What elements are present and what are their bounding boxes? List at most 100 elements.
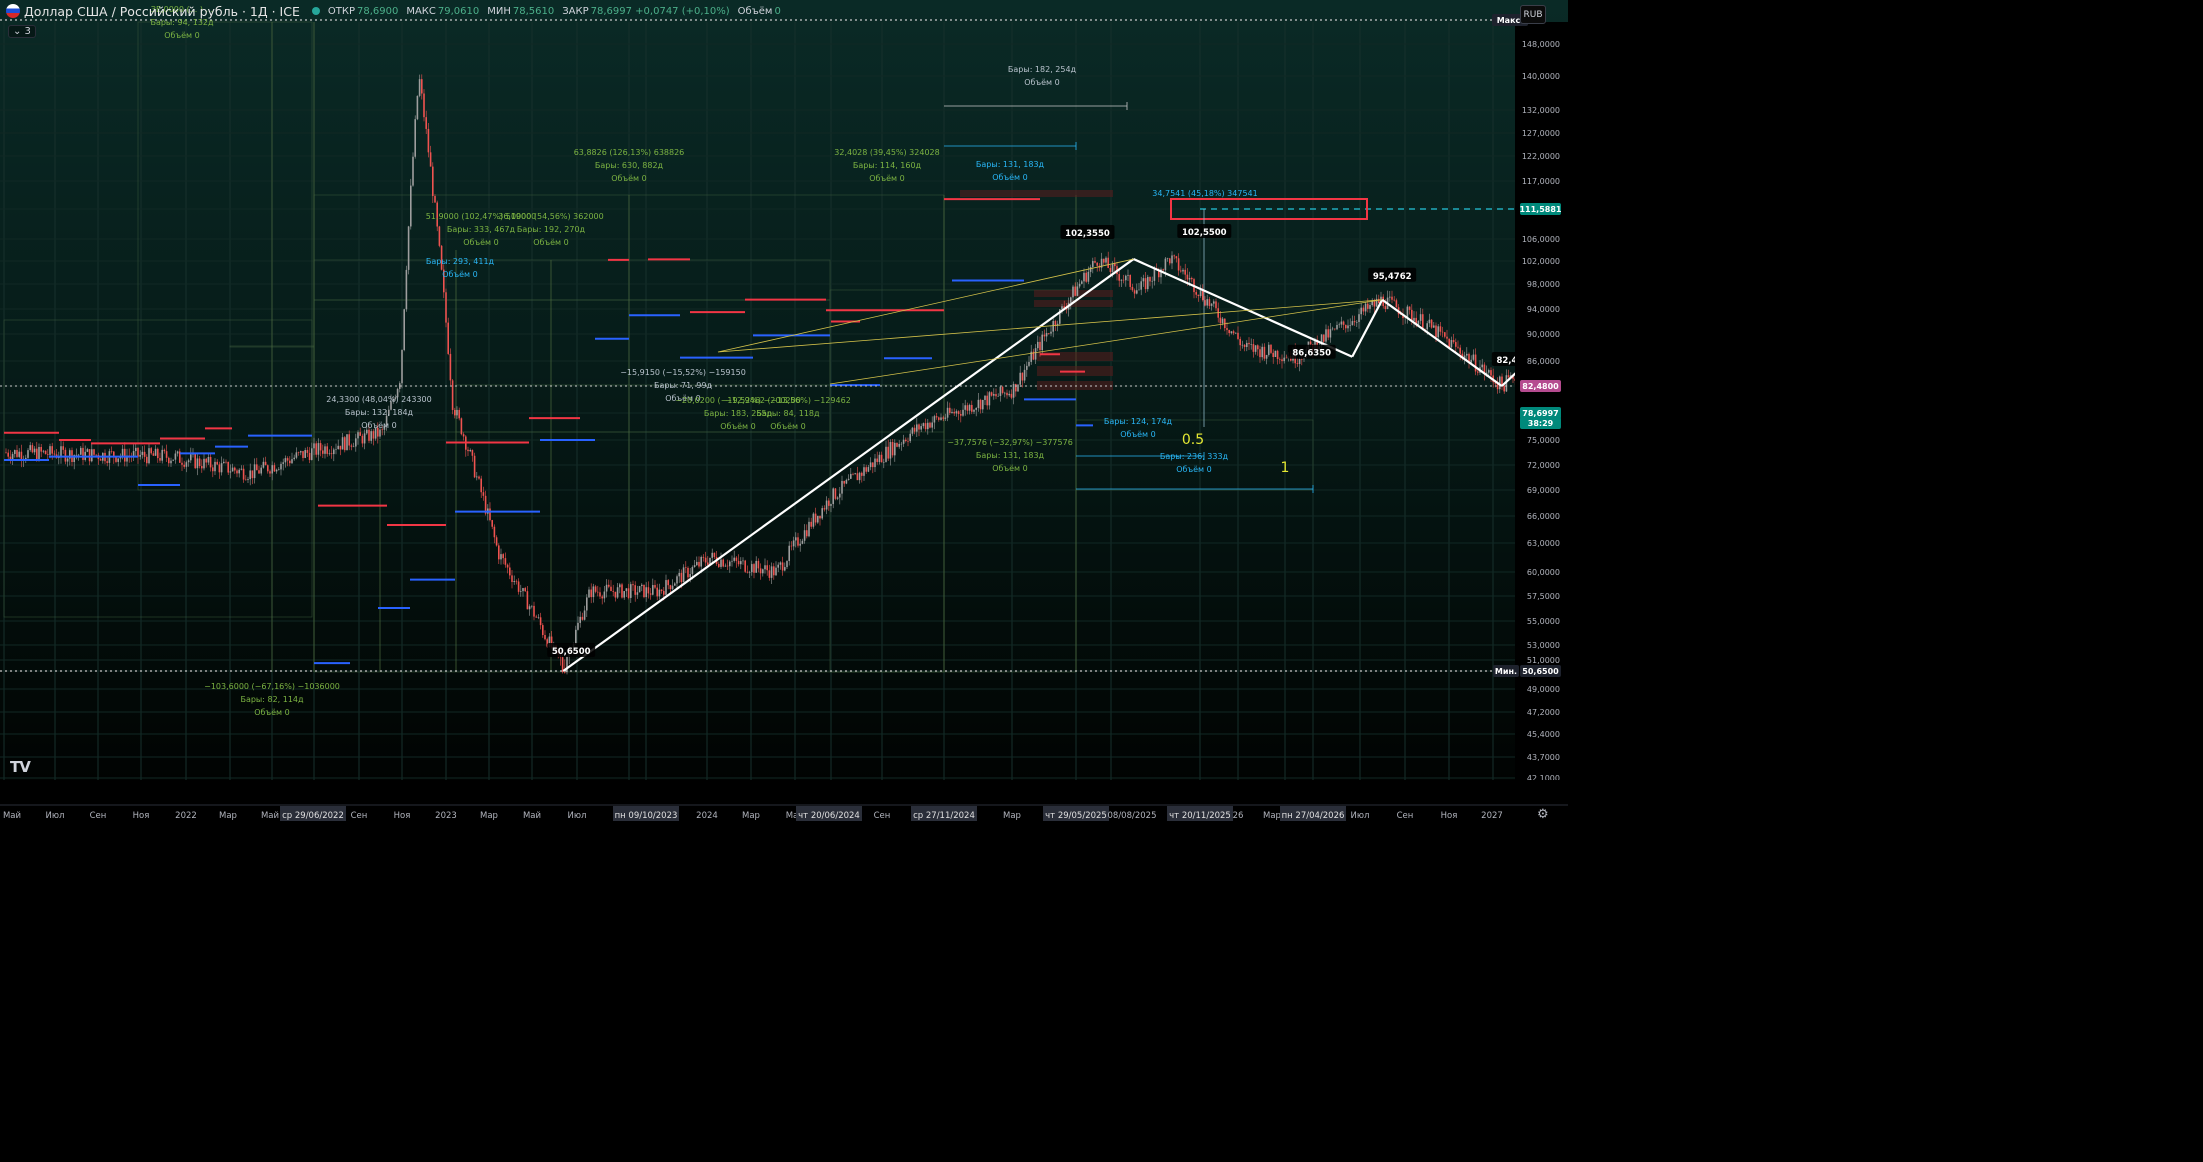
candle-body-335 xyxy=(742,560,744,562)
ohlc-low-value: 78,5610 xyxy=(512,5,555,17)
candle-body-369 xyxy=(817,515,819,523)
candle-body-587 xyxy=(1296,363,1299,364)
candle-body-182 xyxy=(405,269,408,310)
candle-body-301 xyxy=(667,580,669,586)
candle-body-243 xyxy=(539,617,542,626)
price-tick-25: 49,0000 xyxy=(1527,685,1560,694)
candle-body-231 xyxy=(513,581,515,582)
price-tick-0: 148,0000 xyxy=(1522,40,1560,49)
time-tick-24: чт 20/11/2025 xyxy=(1169,811,1231,821)
candle-body-330 xyxy=(731,560,733,562)
candle-body-98 xyxy=(220,463,223,473)
candle-body-309 xyxy=(685,567,687,569)
candle-body-390 xyxy=(863,467,865,476)
candle-body-242 xyxy=(537,617,540,618)
price-badge-current: 78,6997 xyxy=(1522,409,1558,418)
candle-body-74 xyxy=(168,457,170,464)
candle-body-58 xyxy=(132,451,135,457)
price-tick-1: 140,0000 xyxy=(1522,72,1560,81)
candle-body-679 xyxy=(1499,376,1501,390)
candle-body-577 xyxy=(1274,350,1277,358)
candle-body-490 xyxy=(1083,272,1085,282)
measure-annotation-12-line-1: Бары: 132, 184д xyxy=(345,408,414,417)
pivot-label-bg-0 xyxy=(547,643,596,657)
candle-body-60 xyxy=(137,447,139,457)
candle-body-129 xyxy=(289,460,291,464)
symbol-header: Доллар США / Российский рубль · 1Д · ICE… xyxy=(0,0,1515,22)
candle-body-430 xyxy=(951,411,953,413)
candle-body-663 xyxy=(1463,355,1466,359)
candle-body-589 xyxy=(1301,358,1303,360)
candle-body-26 xyxy=(62,446,64,450)
price-badge-bg-current xyxy=(1520,407,1561,419)
candle-body-434 xyxy=(960,414,962,416)
candle-body-413 xyxy=(913,427,916,432)
candle-body-224 xyxy=(498,545,500,560)
measure-annotation-16-line-2: Объём 0 xyxy=(254,708,289,717)
currency-button[interactable]: RUB xyxy=(1520,5,1546,24)
candle-body-629 xyxy=(1389,296,1391,298)
candle-body-546 xyxy=(1206,299,1208,306)
candle-body-524 xyxy=(1158,269,1160,278)
indicators-collapse-button[interactable]: ⌄ 3 xyxy=(8,25,36,38)
candle-body-296 xyxy=(656,587,658,597)
price-badge-countdown: 38:29 xyxy=(1528,419,1554,428)
candle-body-184 xyxy=(410,185,412,227)
candle-body-451 xyxy=(997,395,999,397)
candle-body-67 xyxy=(152,453,155,456)
candle-body-472 xyxy=(1043,334,1046,337)
pivot-labels: 50,6500 102,3550 102,5500 86,6350 95,4762 82,… xyxy=(547,159,1992,657)
zigzag-segment-3 xyxy=(1381,298,1503,387)
candle-body-346 xyxy=(766,565,768,571)
candle-body-414 xyxy=(916,424,918,432)
settings-gear-icon[interactable]: ⚙ xyxy=(1537,807,1549,822)
candle-body-156 xyxy=(348,434,350,446)
candle-body-638 xyxy=(1408,306,1411,310)
candle-body-324 xyxy=(718,563,720,567)
candle-body-576 xyxy=(1272,352,1274,358)
candle-body-608 xyxy=(1342,321,1345,325)
candle-body-410 xyxy=(907,441,909,442)
candle-body-59 xyxy=(135,447,137,452)
candle-body-669 xyxy=(1477,371,1479,373)
candle-body-554 xyxy=(1224,318,1226,329)
symbol-title[interactable]: Доллар США / Российский рубль · 1Д · ICE xyxy=(24,3,300,19)
candle-body-484 xyxy=(1070,297,1072,303)
time-tick-9: Ноя xyxy=(394,811,411,821)
price-tick-17: 69,0000 xyxy=(1527,486,1560,495)
candle-body-364 xyxy=(806,530,808,537)
price-badge-bg-countdown xyxy=(1520,417,1561,429)
candle-body-221 xyxy=(491,520,493,527)
candle-body-69 xyxy=(157,448,159,459)
measure-annotation-10-line-0: −20,0200 (−19,52%) −200200 xyxy=(675,396,801,405)
candle-body-632 xyxy=(1395,300,1398,308)
candle-body-266 xyxy=(590,589,592,598)
candle-body-159 xyxy=(355,438,357,447)
candle-body-196 xyxy=(436,202,438,227)
candle-body-142 xyxy=(317,443,320,455)
candle-body-169 xyxy=(377,427,379,437)
candle-body-518 xyxy=(1144,278,1147,290)
candle-body-353 xyxy=(781,562,784,571)
candle-body-569 xyxy=(1257,345,1259,350)
time-tick-17: Ма xyxy=(786,811,799,821)
candle-body-68 xyxy=(154,448,157,456)
candle-body-78 xyxy=(176,451,179,454)
candle-body-215 xyxy=(478,476,480,479)
candle-body-288 xyxy=(638,586,641,593)
price-tick-5: 117,0000 xyxy=(1522,177,1560,186)
candle-body-665 xyxy=(1468,353,1470,363)
candle-body-627 xyxy=(1384,306,1387,309)
ohlc-close-value: 78,6997 +0,0747 (+0,10%) xyxy=(590,5,730,17)
candle-body-321 xyxy=(711,552,713,558)
measure-annotation-15-line-1: Объём 0 xyxy=(1176,465,1211,474)
candle-body-146 xyxy=(326,446,328,454)
candle-body-548 xyxy=(1210,303,1213,306)
candle-body-228 xyxy=(506,564,509,568)
candle-body-17 xyxy=(42,450,45,452)
candle-body-622 xyxy=(1373,301,1376,307)
candle-body-616 xyxy=(1360,307,1362,315)
candle-body-479 xyxy=(1059,309,1061,324)
